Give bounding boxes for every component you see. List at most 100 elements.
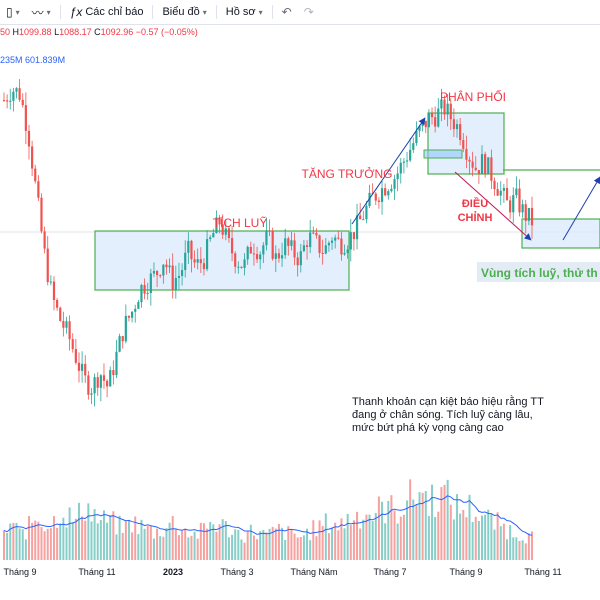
profile-menu-button[interactable]: Hồ sơ ▾ [220,0,269,24]
candle-body [49,281,52,283]
volume-bar [9,523,12,560]
line-chart-icon: 〰 [31,5,44,20]
candle-body [377,200,381,202]
candle-body [209,237,212,240]
volume-bar [131,532,134,560]
price-chart[interactable]: TÍCH LUỸ TĂNG TRƯỞNG PHÂN PHỐI ĐIỀU CHỈN… [0,0,600,562]
volume-bar [196,538,199,560]
volume-bar [259,531,262,560]
candle-body [402,161,406,163]
volume-bar [165,528,168,560]
volume-bar [374,512,377,560]
candle-body [62,320,65,328]
volume-bar [456,494,459,560]
candle-body [327,242,331,246]
indicators-button[interactable]: ƒx Các chỉ báo [64,0,150,24]
volume-bar [306,528,309,560]
zone-note-background [477,262,600,282]
chart-menu-button[interactable]: Biểu đồ ▾ [156,0,212,24]
volume-bar [102,510,105,560]
volume-bar [177,535,180,560]
indicators-label: Các chỉ báo [85,6,144,18]
volume-bar [484,514,487,560]
volume-bar [15,522,18,560]
volume-ma-line [3,495,533,536]
volume-bar [293,533,296,560]
candle-body [90,393,93,395]
volume-bar [462,509,465,560]
volume-bar [37,521,40,560]
candle-body [430,113,434,118]
candle-body [459,124,462,141]
time-axis[interactable]: Tháng 9 Tháng 11 2023 Tháng 3 Tháng Năm Tháng… [0,562,600,600]
candle-body [221,224,224,235]
volume-bar [368,514,371,560]
candle-body [374,193,377,201]
candle-body [56,300,59,308]
volume-bar [424,491,427,560]
volume-bar [156,528,159,560]
volume-bar [43,531,46,560]
volume-bar [415,504,418,560]
candle-body [318,235,321,253]
volume-bar [31,522,34,560]
candle-body [496,189,499,196]
candle-body [449,103,452,120]
redo-button[interactable]: ↷ [298,0,320,24]
volume-bar [512,537,515,560]
volume-bar [509,525,512,560]
volume-bar [187,537,190,560]
candle-body [434,117,437,127]
candle-body [230,238,234,254]
candle-body [52,281,56,301]
trend-arrows [351,117,600,241]
volume-bar [418,492,421,560]
candle-body [527,207,530,221]
candle-body [346,249,349,253]
candle-body [359,215,362,220]
volume-value: 601.839M [25,55,66,65]
candle-body [271,230,274,259]
volume-bar [496,512,499,560]
volume-bar [231,534,234,560]
candles-button[interactable]: ▯ ▾ [0,0,26,24]
volume-bar [40,527,43,560]
correction-label-line1: ĐIỀU [462,197,488,210]
volume-bar [299,536,302,560]
volume-bar [381,501,384,560]
candle-body [43,231,46,249]
chart-type-button[interactable]: 〰 ▾ [26,0,57,24]
candle-body [6,100,9,102]
candle-body [471,161,474,168]
candle-body [443,99,446,115]
candle-body [477,170,480,174]
volume-bar [146,526,149,560]
candle-body [440,99,443,109]
candle-body [446,103,449,115]
candle-body [93,377,96,394]
candle-body [246,246,249,260]
candle-body [312,232,315,234]
candle-body [321,252,324,254]
candle-body [365,206,368,220]
ohlc-change-value: −0.57 (−0.05%) [135,27,198,37]
undo-button[interactable]: ↶ [276,0,298,24]
volume-bar [140,519,143,560]
candle-body [474,167,477,171]
candle-body [127,315,131,318]
volume-bar [387,500,390,560]
volume-bar [399,516,402,560]
volume-bar [474,516,477,560]
volume-bar [218,524,221,560]
candle-body [399,162,402,174]
ohlc-high-label: H [12,27,20,37]
candle-body [124,315,127,342]
volume-bar [87,503,90,560]
candle-body [368,192,371,207]
candle-body [190,240,193,260]
candle-body [380,188,384,202]
candle-body [268,230,271,232]
candle-body [518,188,521,213]
candle-body [509,200,512,213]
candle-body [340,238,343,255]
